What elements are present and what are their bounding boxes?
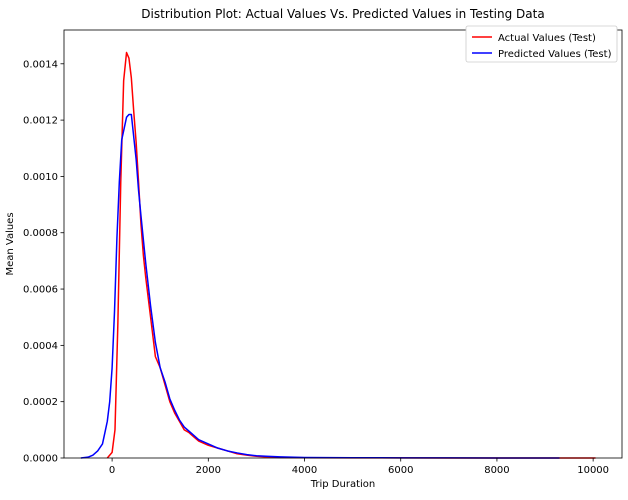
series-line-actual xyxy=(106,51,596,459)
chart-title: Distribution Plot: Actual Values Vs. Pre… xyxy=(141,7,544,21)
y-tick-label: 0.0010 xyxy=(23,172,58,183)
x-tick-label: 2000 xyxy=(196,465,221,476)
x-tick-label: 8000 xyxy=(484,465,509,476)
x-tick-label: 4000 xyxy=(292,465,317,476)
x-axis-ticks: 0 2000 4000 6000 8000 10000 xyxy=(109,458,609,476)
axes-frame xyxy=(63,29,623,459)
y-tick-label: 0.0008 xyxy=(23,228,58,239)
y-tick-label: 0.0014 xyxy=(23,59,58,70)
x-tick-label: 0 xyxy=(109,465,115,476)
legend-label-actual: Actual Values (Test) xyxy=(498,33,596,44)
series-line-predicted xyxy=(80,113,560,459)
y-tick-label: 0.0006 xyxy=(23,285,58,296)
legend-box xyxy=(465,25,618,63)
legend: Actual Values (Test) Predicted Values (T… xyxy=(465,25,618,63)
x-axis-label: Trip Duration xyxy=(310,479,376,490)
plot-lines xyxy=(80,51,596,459)
y-tick-label: 0.0002 xyxy=(23,397,58,408)
y-tick-label: 0.0012 xyxy=(23,116,58,127)
y-tick-label: 0.0000 xyxy=(23,454,58,465)
x-tick-label: 6000 xyxy=(388,465,413,476)
y-axis-label: Mean Values xyxy=(5,212,16,275)
x-tick-label: 10000 xyxy=(577,465,609,476)
legend-label-predicted: Predicted Values (Test) xyxy=(498,49,612,60)
y-axis-ticks: 0.0000 0.0002 0.0004 0.0006 0.0008 0.0010 0.00… xyxy=(23,59,64,465)
y-tick-label: 0.0004 xyxy=(23,341,58,352)
